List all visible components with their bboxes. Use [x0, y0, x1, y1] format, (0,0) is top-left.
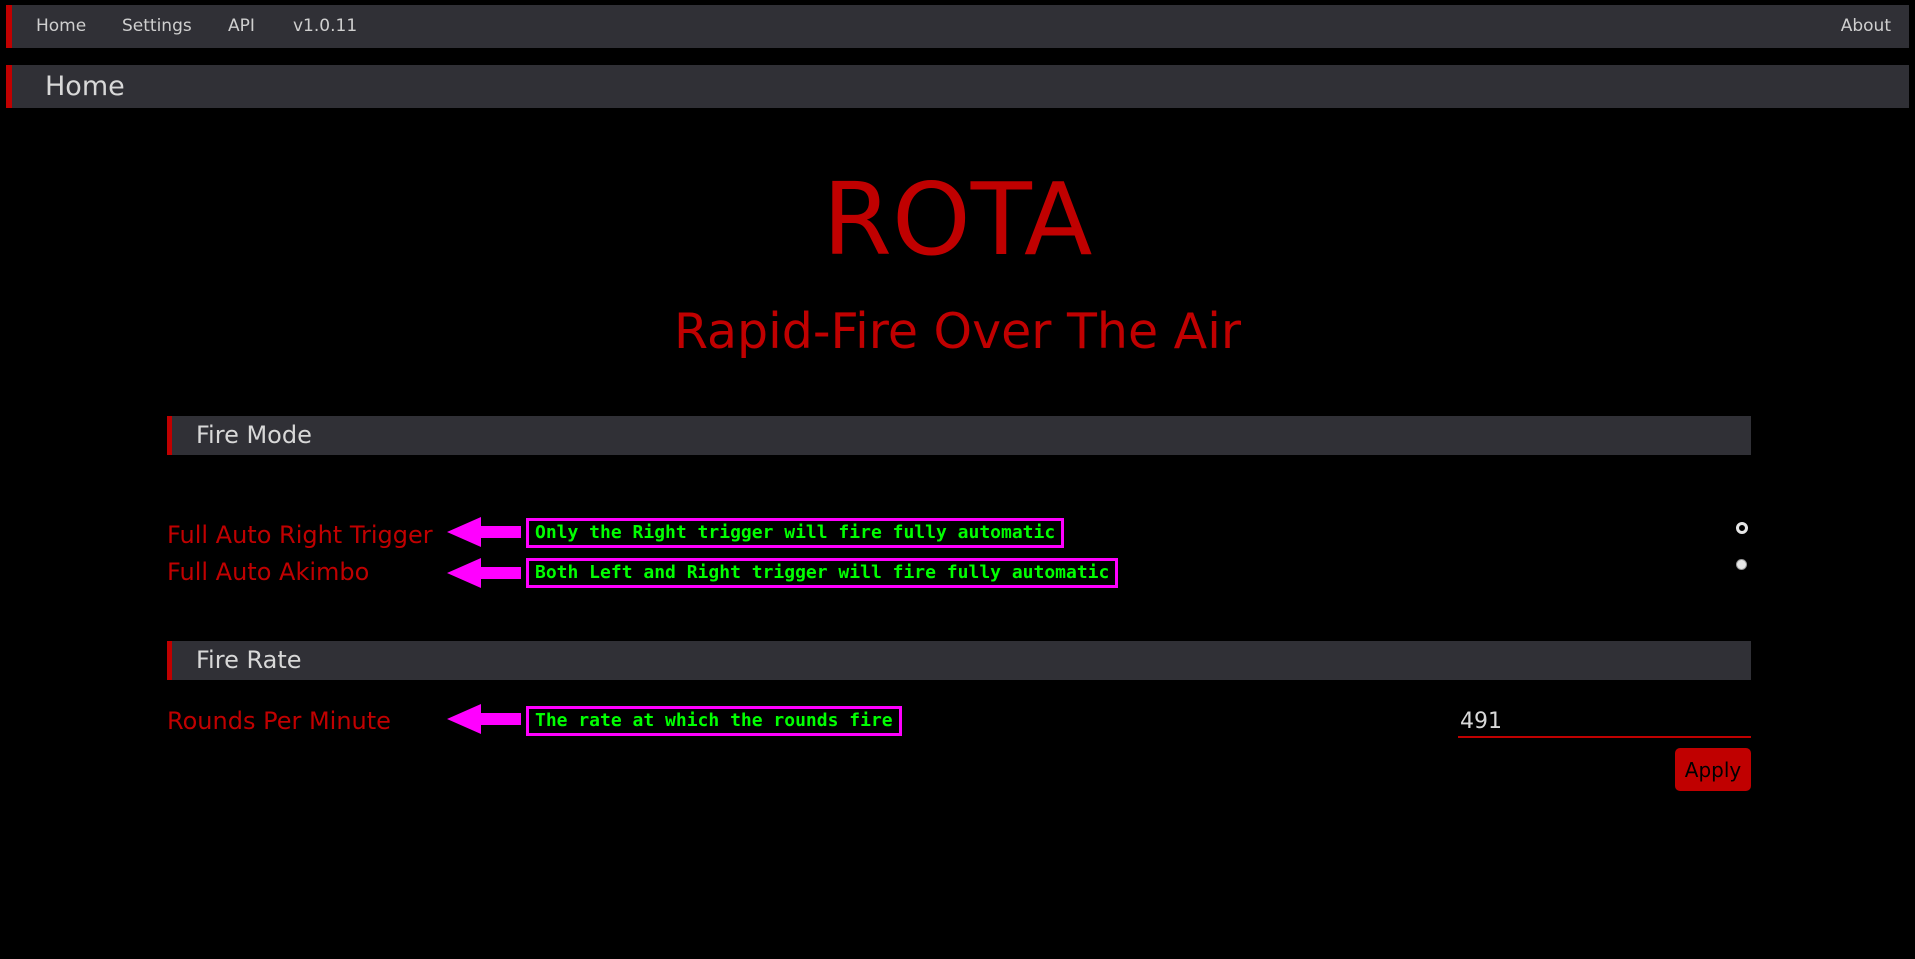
top-nav-bar: Home Settings API v1.0.11 About	[6, 5, 1909, 48]
rounds-per-minute-input[interactable]	[1458, 706, 1751, 738]
page-title: Home	[45, 71, 125, 102]
nav-home-link[interactable]: Home	[36, 16, 87, 36]
full-auto-right-trigger-label[interactable]: Full Auto Right Trigger	[167, 521, 433, 549]
nav-settings-link[interactable]: Settings	[122, 16, 192, 36]
brand-title: ROTA	[822, 161, 1093, 278]
annotation-right-trigger: Only the Right trigger will fire fully a…	[526, 518, 1065, 548]
nav-version-link[interactable]: v1.0.11	[293, 16, 358, 36]
full-auto-akimbo-radio[interactable]	[1736, 559, 1747, 570]
full-auto-right-trigger-radio[interactable]	[1736, 522, 1748, 534]
brand-subtitle: Rapid-Fire Over The Air	[674, 303, 1241, 360]
apply-button[interactable]: Apply	[1675, 748, 1751, 791]
page-header-bar: Home	[6, 65, 1909, 108]
nav-about-link[interactable]: About	[1840, 16, 1891, 36]
fire-rate-section-header: Fire Rate	[167, 641, 1751, 680]
fire-rate-heading: Fire Rate	[196, 646, 302, 674]
arrow-left-icon	[447, 704, 521, 734]
annotation-akimbo: Both Left and Right trigger will fire fu…	[526, 558, 1119, 588]
fire-mode-section-header: Fire Mode	[167, 416, 1751, 455]
annotation-fire-rate: The rate at which the rounds fire	[526, 706, 902, 736]
rounds-per-minute-label: Rounds Per Minute	[167, 707, 391, 735]
fire-mode-heading: Fire Mode	[196, 421, 312, 449]
full-auto-akimbo-label[interactable]: Full Auto Akimbo	[167, 558, 370, 586]
arrow-left-icon	[447, 558, 521, 588]
arrow-left-icon	[447, 517, 521, 547]
nav-api-link[interactable]: API	[228, 16, 255, 36]
